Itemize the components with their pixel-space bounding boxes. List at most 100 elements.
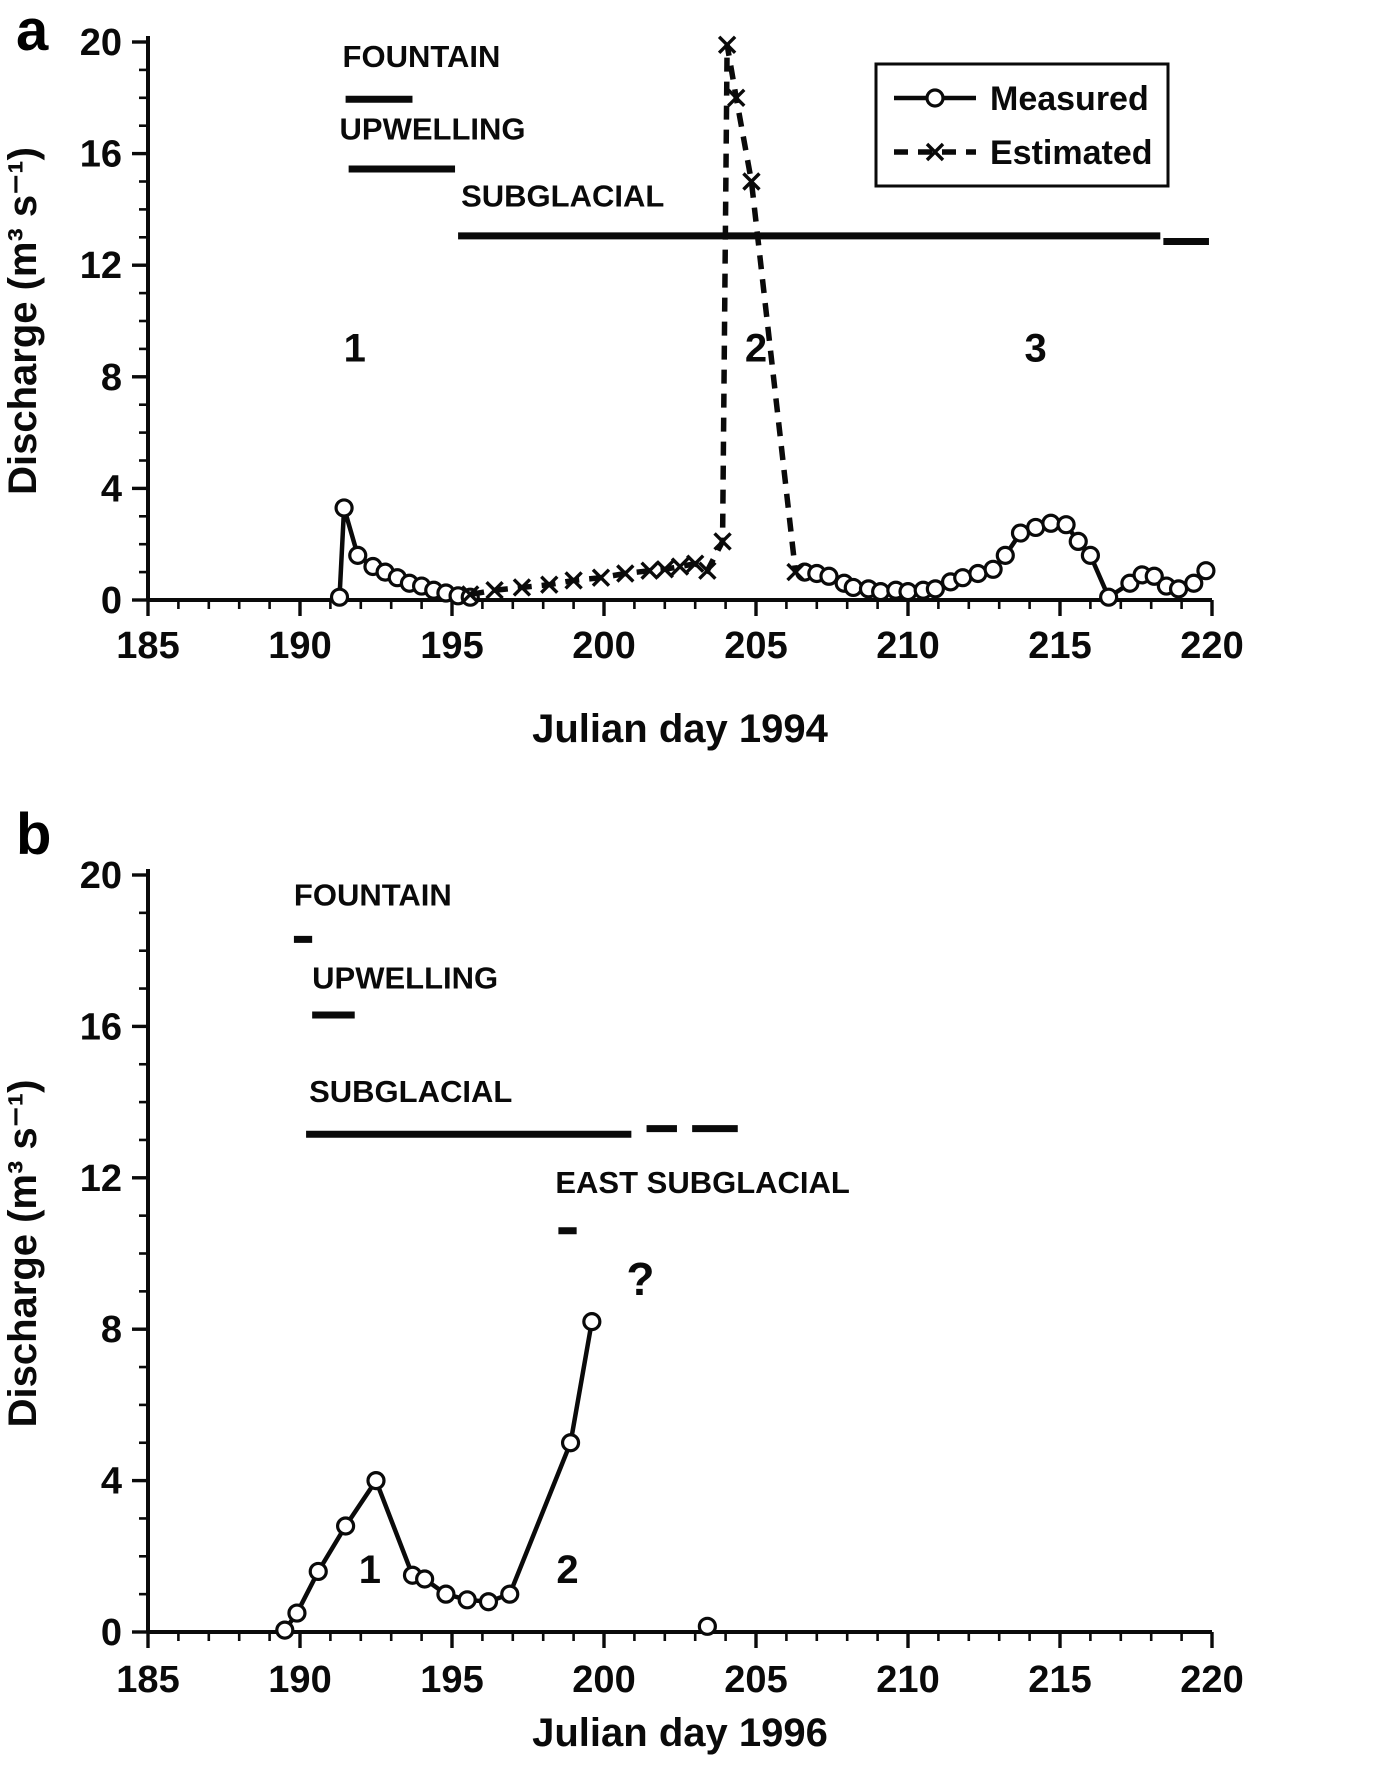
data-point-marker [461,585,480,604]
y-tick-label: 8 [101,1309,122,1351]
series-measured [329,498,1216,607]
data-point-marker [995,545,1015,565]
x-tick-label: 220 [1180,625,1243,667]
y-tick-label: 0 [101,1612,122,1654]
series-estimated [461,35,805,604]
data-point-marker [871,582,891,602]
legend-entry-label: Estimated [990,134,1153,172]
data-point-marker [640,561,659,580]
data-point-marker [1099,587,1119,607]
x-tick-label: 205 [724,1659,787,1701]
data-point-marker [685,554,705,573]
y-tick-label: 12 [80,1158,122,1200]
data-point-marker [1184,573,1204,593]
data-point-marker [564,571,583,590]
x-tick-label: 185 [116,1659,179,1701]
x-tick-label: 190 [268,625,331,667]
y-tick-label: 16 [80,1006,122,1048]
annotation-label: 3 [1025,326,1047,370]
data-point-marker [968,563,988,584]
x-tick-label: 200 [572,625,635,667]
data-point-marker [1056,515,1076,535]
data-point-marker [655,560,675,579]
data-point-marker [457,1590,477,1610]
x-tick-label: 205 [724,625,787,667]
data-point-marker [512,578,532,597]
annotation-label: 1 [359,1548,381,1592]
y-tick-label: 4 [101,468,122,510]
data-point-marker [485,581,504,600]
data-point-marker [953,568,973,588]
data-point-marker [1196,561,1216,581]
annotation-label: SUBGLACIAL [461,179,664,214]
data-point-marker [1144,566,1164,586]
data-point-marker [275,1620,295,1640]
panel-b-chart: 185 190 195 200 205 210 215 220048121620Julian … [1,855,1244,1755]
y-tick-label: 20 [80,22,122,64]
data-point-marker [670,557,690,576]
data-point-marker [334,498,354,518]
annotation-label: UPWELLING [312,961,498,996]
x-tick-label: 195 [420,625,483,667]
data-point-marker [1068,531,1088,552]
x-tick-label: 210 [876,625,939,667]
data-point-marker [1041,513,1061,533]
x-axis-title: Julian day 1994 [532,707,828,751]
data-point-marker [500,1584,520,1604]
x-tick-label: 215 [1028,1659,1091,1701]
annotation-label: ? [626,1253,654,1305]
data-point-marker [287,1603,307,1623]
data-point-marker [436,1584,456,1604]
data-point-marker [742,172,761,191]
annotation-label: UPWELLING [340,112,526,147]
x-tick-label: 185 [116,625,179,667]
data-point-marker [925,579,945,599]
x-tick-label: 210 [876,1659,939,1701]
x-tick-label: 195 [420,1659,483,1701]
data-point-marker [348,545,368,565]
data-point-marker [366,1470,386,1491]
y-axis-ticks: 0 4 8 12 16 20 [80,855,148,1654]
y-tick-label: 4 [101,1461,122,1503]
series-measured [275,1312,717,1640]
annotation-label: FOUNTAIN [343,39,501,74]
x-tick-label: 220 [1180,1659,1243,1701]
x-tick-label: 200 [572,1659,635,1701]
data-point-marker [478,1592,499,1612]
annotation-label: SUBGLACIAL [309,1074,512,1109]
series-line [282,1321,595,1632]
y-tick-label: 16 [80,134,122,176]
data-point-marker [843,577,863,598]
annotation-labels: FOUNTAIN UPWELLING SUBGLACIAL EAST SUBGLACI… [294,877,850,1592]
data-point-marker [925,88,945,108]
data-point-marker [540,575,559,594]
x-tick-label: 215 [1028,625,1091,667]
y-tick-label: 12 [80,245,122,287]
data-point-marker [727,88,746,108]
axes [146,36,1212,602]
y-axis-ticks: 0 4 8 12 16 20 [80,22,148,622]
panel-a-chart: 185 190 195 200 205 210 215 220048121620Julian … [1,22,1244,751]
data-point-marker [1026,517,1046,538]
data-point-marker [983,559,1003,579]
data-point-marker [1080,545,1101,565]
data-point-marker [698,561,717,580]
data-point-marker [898,582,918,602]
annotation-label: 2 [556,1548,578,1592]
annotation-bars [293,935,738,1235]
legend: Measured Estimated [874,62,1170,188]
y-tick-label: 8 [101,357,122,399]
data-point-marker [591,568,611,587]
x-axis-ticks: 185 190 195 200 205 210 215 220 [116,600,1244,667]
data-point-marker [415,1569,435,1589]
annotation-labels: FOUNTAIN UPWELLING SUBGLACIAL 1 2 3 [340,39,1047,370]
legend-entry-label: Measured [990,80,1149,118]
y-axis-title: Discharge (m³ s⁻¹) [1,147,45,495]
annotation-label: EAST SUBGLACIAL [555,1165,850,1200]
x-tick-label: 190 [268,1659,331,1701]
data-point-marker [819,566,839,586]
data-point-marker [1010,523,1031,543]
annotation-label: 2 [745,326,767,370]
x-axis-ticks: 185 190 195 200 205 210 215 220 [116,1632,1244,1701]
